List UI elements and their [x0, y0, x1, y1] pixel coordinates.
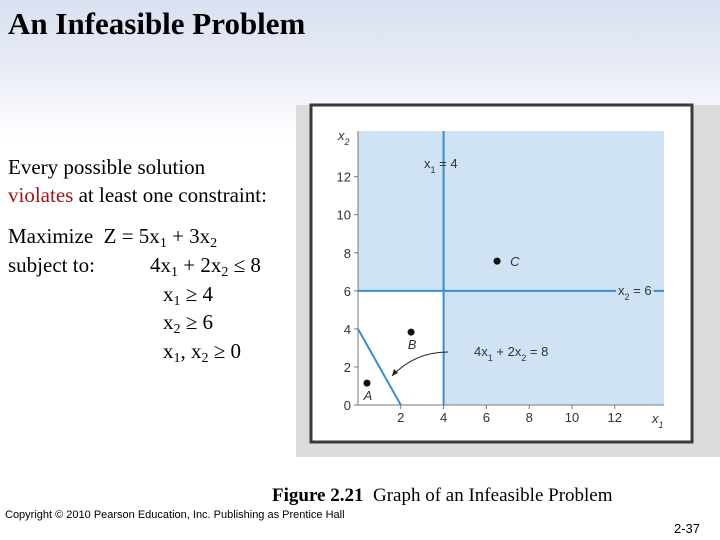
- y-tick-label: 2: [344, 360, 351, 375]
- text-part: x: [337, 128, 345, 143]
- x-tick-label: 10: [565, 410, 579, 425]
- label: x1 = 4: [424, 156, 458, 175]
- constraint: x1 ≥ 4: [163, 281, 214, 309]
- subscript: 2: [173, 322, 181, 338]
- intro-line: violates at least one constraint:: [8, 183, 267, 208]
- subject-to: subject to:: [8, 253, 95, 277]
- text-part: ≥ 6: [180, 310, 214, 335]
- subscript: 1: [171, 265, 178, 280]
- caption-number: Figure 2.21: [272, 485, 364, 506]
- point-label: A: [363, 388, 373, 403]
- intro-rest: at least one constraint:: [73, 183, 267, 207]
- text-part: x: [618, 283, 625, 298]
- text-part: + 2x: [493, 344, 522, 359]
- text-part: = 8: [526, 344, 548, 359]
- label: x2: [337, 128, 350, 147]
- text-part: x: [163, 310, 174, 335]
- x-tick-label: 4: [440, 410, 447, 425]
- text-part: x: [424, 156, 431, 171]
- text-part: 4x: [474, 344, 488, 359]
- text-part: Maximize Z = 5x: [8, 224, 160, 248]
- subscript: 2: [625, 292, 630, 302]
- text-part: ≥ 4: [180, 281, 214, 306]
- y-tick-label: 8: [344, 246, 351, 261]
- subscript: 1: [173, 293, 181, 309]
- y-tick-label: 6: [344, 284, 351, 299]
- page-number: 2-37: [673, 521, 700, 536]
- label: 4x1 + 2x2 = 8: [474, 344, 548, 363]
- point: [407, 328, 415, 336]
- text-part: = 4: [436, 156, 458, 171]
- subscript: 2: [344, 137, 350, 147]
- point: [363, 379, 371, 387]
- y-tick-label: 12: [337, 170, 351, 185]
- text-part: = 6: [630, 283, 652, 298]
- y-tick-label: 0: [344, 398, 351, 413]
- constraint: x1, x2 ≥ 0: [163, 339, 242, 367]
- text-part: , x: [180, 339, 202, 364]
- intro: Every possible solution: [8, 155, 206, 179]
- label: x2 = 6: [618, 283, 652, 302]
- emphasis: violates: [8, 183, 74, 207]
- constraint-line: [357, 328, 402, 406]
- text-part: x: [163, 281, 174, 306]
- objective: Maximize Z = 5x1 + 3x2: [8, 224, 218, 251]
- excluded-region: [358, 290, 444, 405]
- subscript: 1: [159, 236, 167, 251]
- title: An Infeasible Problem: [8, 6, 306, 41]
- point-label: B: [408, 337, 417, 352]
- subscript: 1: [431, 165, 436, 175]
- constraint: x2 ≥ 6: [163, 310, 214, 338]
- x-tick-label: 12: [608, 410, 622, 425]
- caption-text: Graph of an Infeasible Problem: [372, 485, 613, 506]
- constraint: 4x1 + 2x2 ≤ 8: [150, 253, 261, 280]
- y-tick-label: 10: [337, 208, 351, 223]
- point: [493, 257, 501, 265]
- text-part: x: [163, 339, 174, 364]
- x-tick-label: 8: [526, 410, 533, 425]
- x-tick-label: 2: [397, 410, 404, 425]
- text-part: 4x: [150, 253, 171, 277]
- subscript: 2: [221, 265, 229, 280]
- caption: Figure 2.21 Graph of an Infeasible Probl…: [272, 485, 613, 507]
- x-tick-label: 6: [483, 410, 490, 425]
- text-part: + 2x: [178, 253, 222, 277]
- y-tick-label: 4: [344, 322, 351, 337]
- label: x1: [651, 411, 664, 430]
- label-bg: [616, 283, 654, 302]
- point-label: C: [510, 254, 520, 269]
- arrow-head: [392, 369, 398, 376]
- text-part: ≤ 8: [228, 253, 261, 277]
- subscript: 1: [488, 353, 493, 363]
- subscript: 2: [521, 353, 526, 363]
- text-part: ≥ 0: [208, 339, 242, 364]
- copyright: Copyright © 2010 Pearson Education, Inc.…: [5, 509, 345, 521]
- text-part: + 3x: [166, 224, 211, 248]
- subscript: 2: [201, 351, 209, 367]
- subscript: 1: [173, 351, 181, 367]
- subscript: 2: [210, 236, 218, 251]
- subscript: 1: [659, 420, 664, 430]
- text-part: x: [651, 411, 659, 426]
